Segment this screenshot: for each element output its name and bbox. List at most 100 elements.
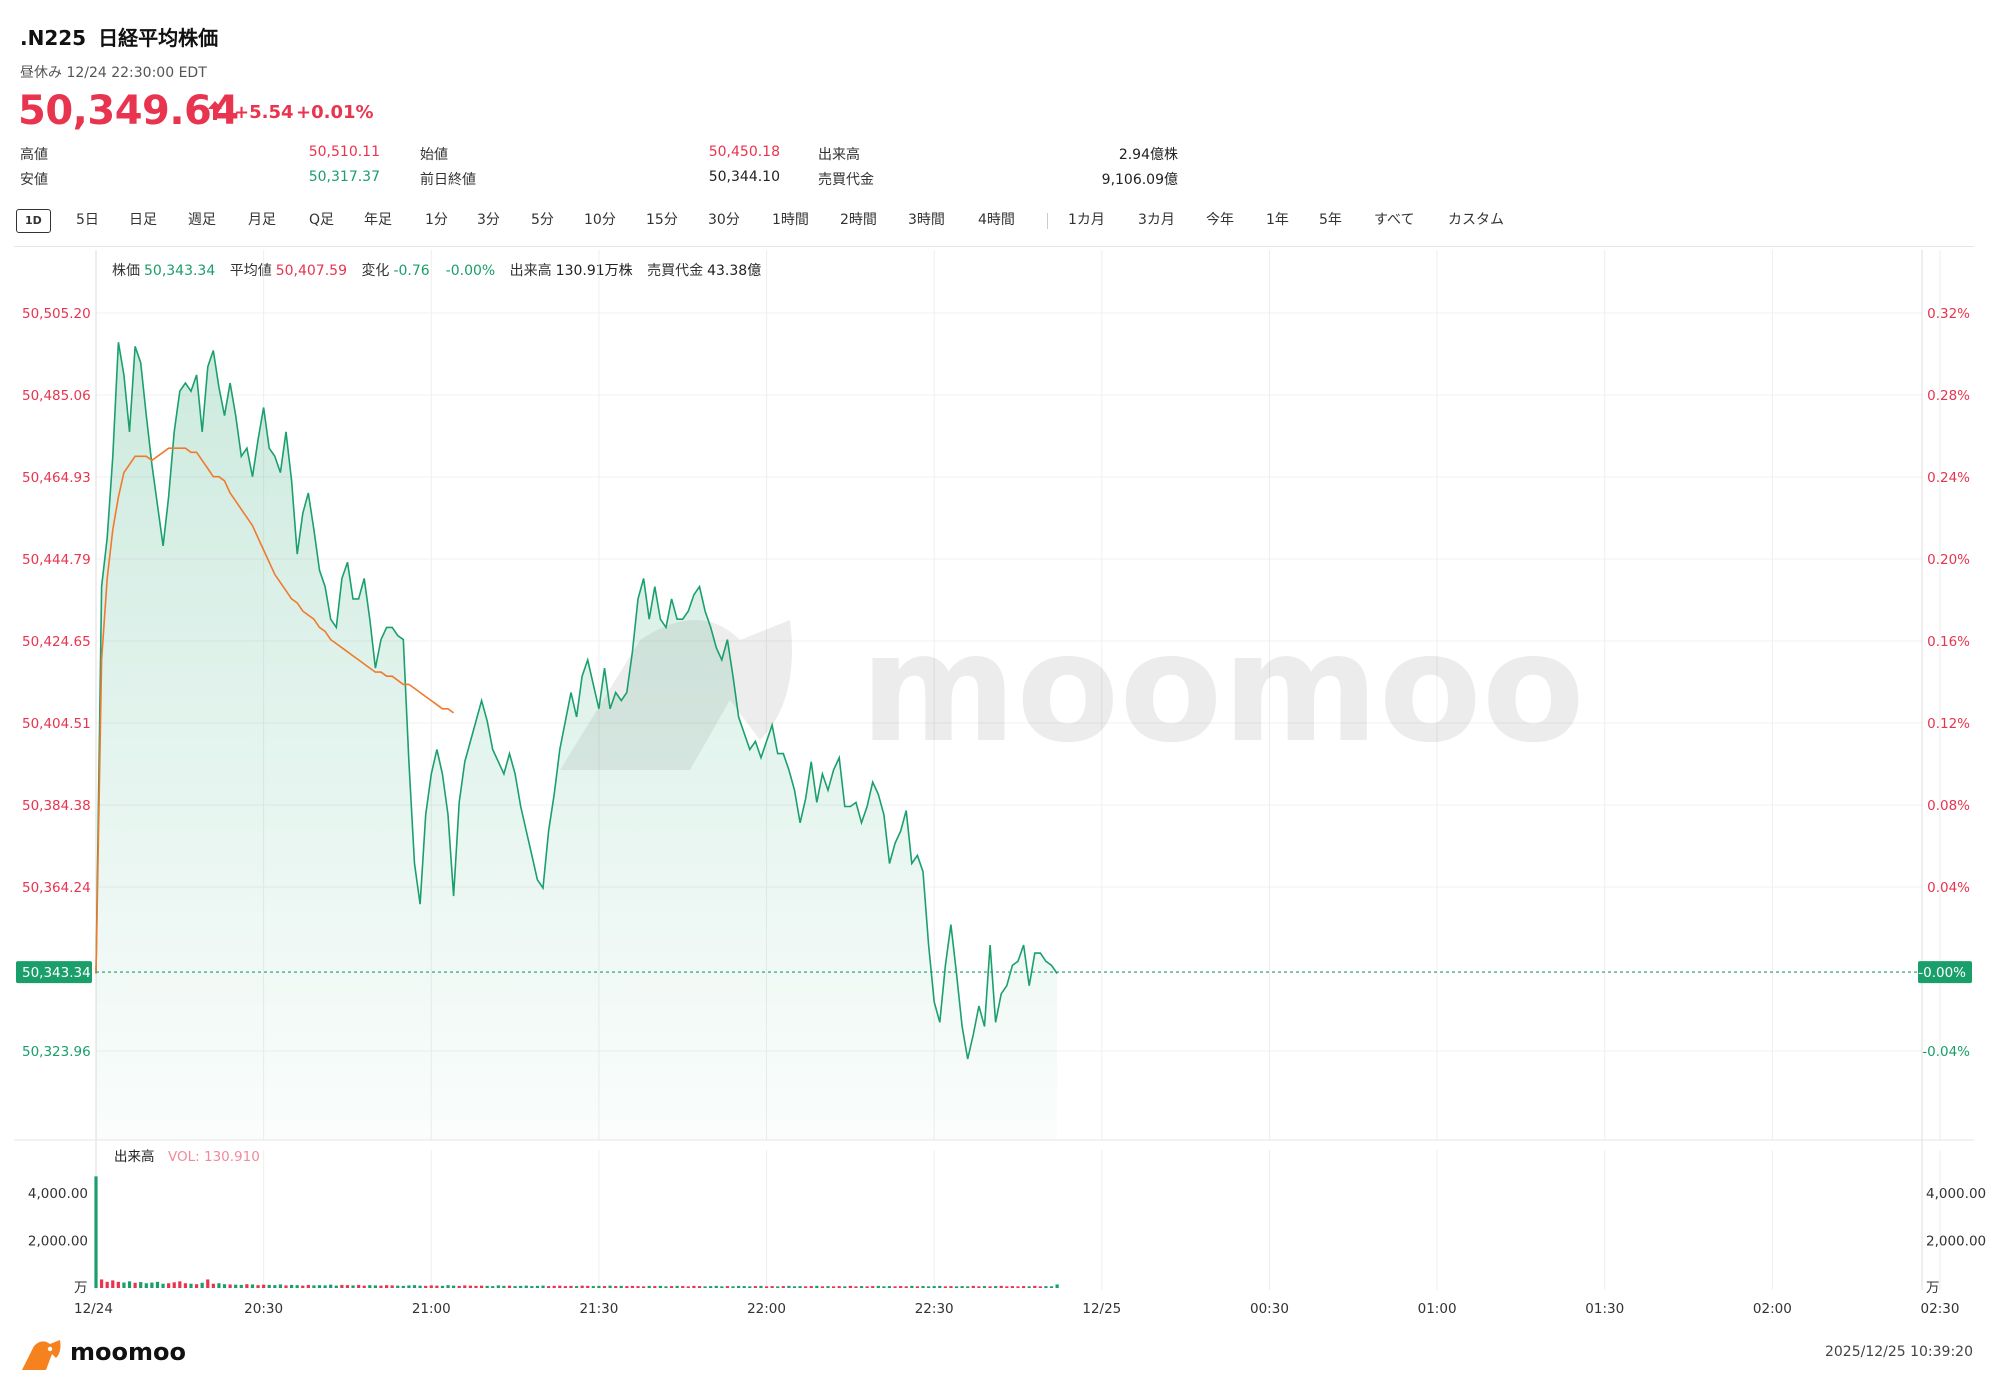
- volume-bar: [424, 1285, 428, 1288]
- turnover-label: 売買代金: [818, 172, 874, 188]
- tab-15min[interactable]: 15分: [646, 212, 678, 228]
- volume-bar: [798, 1286, 802, 1288]
- volume-bar: [1005, 1286, 1009, 1288]
- info-price-label: 株価: [112, 263, 140, 279]
- price-tick-label: 50,404.51: [22, 716, 91, 732]
- tabs-divider: [14, 246, 1974, 247]
- time-tick-label: 02:30: [1921, 1301, 1960, 1317]
- tab-2h[interactable]: 2時間: [840, 212, 877, 228]
- tab-daily[interactable]: 日足: [129, 212, 157, 228]
- volume-bar: [301, 1285, 305, 1288]
- volume-bar: [614, 1286, 618, 1288]
- volume-bar: [312, 1285, 316, 1288]
- volume-bar: [379, 1285, 383, 1288]
- price-tick-label: 50,505.20: [22, 306, 91, 322]
- volume-bar: [1010, 1286, 1015, 1288]
- volume-bar: [278, 1284, 282, 1288]
- tab-quarterly[interactable]: Q足: [309, 212, 335, 228]
- prev-close-value: 50,344.10: [708, 169, 780, 185]
- info-avg-label: 平均値: [229, 263, 272, 279]
- tab-yearly[interactable]: 年足: [364, 212, 392, 228]
- volume-bar: [787, 1285, 791, 1288]
- volume-bar: [541, 1285, 545, 1288]
- volume-bar: [334, 1285, 338, 1288]
- price-area-fill: [96, 342, 1058, 1140]
- percent-tick-label: -0.04%: [1922, 1044, 1970, 1060]
- tab-4h[interactable]: 4時間: [978, 212, 1015, 228]
- volume-bar: [384, 1285, 389, 1288]
- volume-bar: [865, 1286, 869, 1288]
- vol-unit-label: 万: [74, 1280, 88, 1296]
- tab-5d[interactable]: 5日: [76, 212, 99, 228]
- volume-bar: [273, 1285, 277, 1288]
- tab-3m[interactable]: 3カ月: [1138, 212, 1175, 228]
- tab-1d[interactable]: 1D: [16, 209, 51, 233]
- volume-bar: [144, 1283, 148, 1288]
- info-vol: 130.91万株: [555, 263, 633, 279]
- volume-bar: [111, 1280, 115, 1288]
- volume-bar: [183, 1283, 188, 1288]
- percent-tick-label: 0.04%: [1927, 880, 1970, 896]
- volume-bar: [826, 1286, 830, 1288]
- tab-1m[interactable]: 1カ月: [1068, 212, 1105, 228]
- volume-bar: [982, 1286, 987, 1288]
- tab-weekly[interactable]: 週足: [188, 212, 216, 228]
- volume-bar: [479, 1285, 484, 1288]
- volume-bar: [200, 1282, 204, 1288]
- volume-bar: [513, 1286, 517, 1288]
- price-tick-label: 50,444.79: [22, 552, 91, 568]
- percent-tick-label: 0.28%: [1927, 388, 1970, 404]
- volume-bar: [178, 1281, 182, 1288]
- volume-bar: [368, 1285, 372, 1288]
- price-line: [95, 342, 1058, 1060]
- volume-bar: [407, 1285, 411, 1288]
- volume-bar: [764, 1286, 769, 1288]
- volume-bar: [619, 1285, 623, 1288]
- vol-tick-label-right: 4,000.00: [1926, 1186, 1986, 1202]
- volume-bar: [1055, 1284, 1059, 1288]
- volume-bar: [630, 1285, 635, 1288]
- tab-10min[interactable]: 10分: [584, 212, 616, 228]
- volume-bar: [737, 1285, 741, 1288]
- tab-ytd[interactable]: 今年: [1206, 212, 1234, 228]
- moomoo-logo-icon: [22, 1340, 61, 1370]
- volume-bar: [658, 1285, 662, 1288]
- volume-bar: [597, 1285, 601, 1288]
- tab-all[interactable]: すべて: [1374, 212, 1415, 228]
- percent-tick-label: 0.24%: [1927, 470, 1970, 486]
- volume-bar: [815, 1285, 819, 1288]
- volume-bar: [429, 1285, 433, 1288]
- tab-3h[interactable]: 3時間: [908, 212, 945, 228]
- market-status: 昼休み 12/24 22:30:00 EDT: [20, 65, 207, 81]
- time-tick-label: 01:00: [1418, 1301, 1457, 1317]
- volume-value: VOL: 130.910: [168, 1149, 260, 1165]
- tab-1min[interactable]: 1分: [425, 212, 448, 228]
- volume-bar: [792, 1286, 797, 1288]
- volume-bar: [720, 1286, 724, 1288]
- tab-divider: [1047, 213, 1048, 229]
- volume-bar: [932, 1286, 936, 1288]
- tab-1h[interactable]: 1時間: [772, 212, 809, 228]
- symbol-code: .N225: [20, 26, 87, 50]
- volume-bar: [748, 1286, 752, 1288]
- time-tick-label: 21:00: [412, 1301, 451, 1317]
- tab-custom[interactable]: カスタム: [1448, 212, 1504, 228]
- volume-bar: [602, 1286, 607, 1288]
- current-price: 50,349.64: [18, 88, 239, 134]
- tab-3min[interactable]: 3分: [477, 212, 500, 228]
- volume-bar: [530, 1286, 534, 1288]
- tab-1y[interactable]: 1年: [1266, 212, 1289, 228]
- volume-bar: [491, 1286, 495, 1288]
- volume-bar: [474, 1285, 478, 1288]
- volume-bar: [116, 1281, 120, 1288]
- volume-bar: [809, 1286, 813, 1288]
- volume-bar: [94, 1176, 98, 1288]
- tab-5y[interactable]: 5年: [1319, 212, 1342, 228]
- tab-5min[interactable]: 5分: [531, 212, 554, 228]
- tab-30min[interactable]: 30分: [708, 212, 740, 228]
- tab-monthly[interactable]: 月足: [248, 212, 276, 228]
- volume-value: 2.94億株: [1118, 147, 1178, 163]
- volume-bar: [222, 1284, 227, 1288]
- info-change: -0.76: [393, 263, 430, 279]
